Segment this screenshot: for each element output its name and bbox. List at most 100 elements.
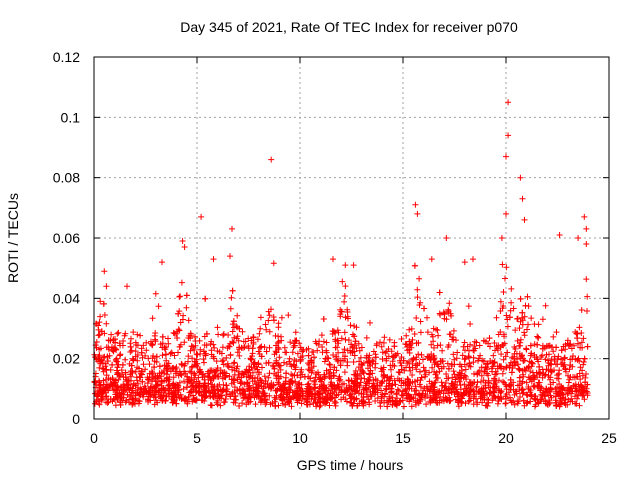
data-point (421, 368, 428, 374)
data-point (461, 339, 468, 346)
data-point (96, 377, 103, 384)
data-point (220, 357, 227, 364)
data-point (520, 373, 527, 380)
data-point (212, 369, 219, 376)
data-point (435, 332, 442, 339)
data-point (379, 391, 386, 398)
data-point (400, 357, 407, 364)
data-point (443, 235, 450, 241)
data-point (531, 383, 538, 390)
data-point (159, 397, 166, 404)
data-point (398, 392, 405, 399)
data-point (283, 349, 290, 356)
data-point (459, 392, 466, 399)
data-point (149, 315, 156, 322)
data-point (268, 306, 274, 313)
data-point (237, 390, 244, 397)
x-tick-label: 25 (601, 430, 617, 446)
data-point (414, 210, 421, 217)
data-point (405, 382, 412, 388)
data-point (392, 398, 399, 405)
data-point (345, 377, 352, 384)
data-point (239, 386, 246, 393)
data-points (91, 99, 591, 410)
data-point (162, 387, 169, 393)
data-point (249, 369, 256, 376)
data-point (445, 390, 452, 397)
data-point (581, 387, 587, 394)
data-point (346, 384, 353, 391)
data-point (159, 352, 166, 359)
data-point (394, 350, 401, 357)
data-point (127, 343, 134, 350)
data-point (198, 397, 205, 404)
data-point (512, 345, 519, 352)
data-point (581, 213, 588, 220)
data-point (561, 355, 568, 362)
data-point (492, 368, 499, 375)
data-point (372, 376, 379, 383)
data-point (338, 389, 345, 396)
data-point (580, 359, 587, 365)
data-point (536, 379, 543, 386)
data-point (109, 361, 116, 368)
data-point (428, 396, 435, 403)
data-point (445, 385, 452, 392)
data-point (553, 388, 559, 395)
data-point (161, 344, 168, 351)
data-point (335, 384, 342, 391)
data-point (528, 393, 535, 399)
data-point (287, 378, 294, 385)
data-point (429, 364, 436, 371)
data-point (523, 346, 530, 353)
data-point (539, 374, 546, 381)
data-point (377, 403, 384, 410)
data-point (342, 353, 348, 360)
data-point (114, 330, 121, 337)
data-point (479, 394, 486, 401)
data-point (367, 367, 374, 374)
data-point (246, 366, 253, 373)
data-point (534, 356, 541, 363)
data-point (115, 361, 122, 368)
data-point (357, 354, 364, 361)
data-point (575, 355, 582, 362)
data-point (156, 363, 163, 370)
data-point (394, 375, 401, 382)
data-point (363, 391, 370, 398)
data-point (229, 328, 236, 335)
data-point (408, 394, 415, 401)
data-point (154, 382, 161, 389)
data-point (538, 384, 545, 391)
data-point (122, 374, 129, 381)
data-point (335, 340, 342, 347)
data-point (262, 378, 269, 384)
data-point (242, 338, 249, 345)
data-point (235, 337, 242, 344)
data-point (351, 342, 358, 349)
data-point (303, 385, 310, 392)
data-point (381, 372, 387, 379)
data-point (568, 395, 575, 402)
data-point (197, 346, 204, 353)
data-point (386, 336, 393, 343)
data-point (201, 359, 207, 366)
data-point (348, 341, 355, 348)
data-point (176, 293, 183, 300)
data-point (576, 402, 583, 409)
data-point (107, 376, 114, 383)
data-point (183, 292, 190, 299)
data-point (438, 365, 445, 372)
data-point (246, 387, 253, 394)
data-point (407, 367, 414, 374)
data-point (493, 314, 500, 321)
data-point (418, 374, 425, 381)
data-point (508, 299, 515, 306)
data-point (272, 396, 279, 403)
data-point (304, 381, 311, 388)
data-point (292, 338, 299, 345)
data-point (271, 365, 278, 372)
data-point (352, 367, 359, 374)
data-point (136, 398, 143, 405)
data-point (165, 340, 172, 347)
